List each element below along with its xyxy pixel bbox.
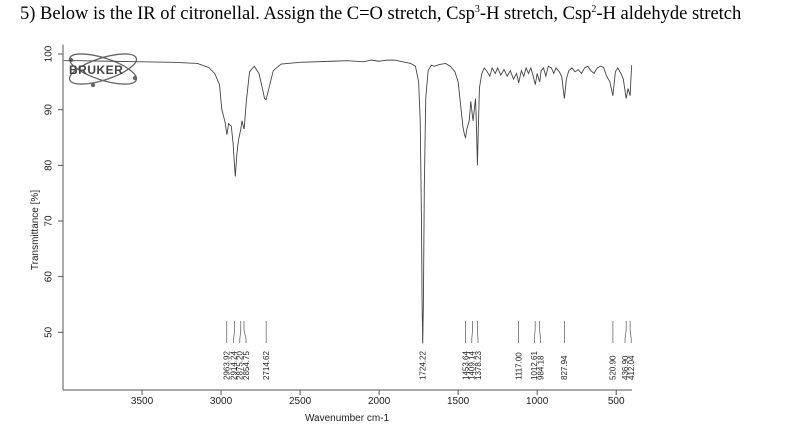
peak-label: 827.94 <box>560 355 569 380</box>
peak-label: 1117.00 <box>514 352 523 380</box>
peak-marker <box>243 321 247 343</box>
peak-marker <box>624 321 627 343</box>
peak-label: 2914.24 <box>229 351 238 380</box>
y-tick-label: 50 <box>44 326 55 338</box>
question-superscript-2: 2 <box>591 4 597 15</box>
peak-label: 2854.75 <box>242 351 251 380</box>
x-ticks: 3500 3000 2500 2000 1500 1000 500 <box>131 390 625 407</box>
peak-label: 2875.20 <box>236 351 245 380</box>
peak-marker <box>539 321 541 343</box>
question-text: 5) Below is the IR of citronellal. Assig… <box>20 4 741 25</box>
y-ticks: 50 60 70 80 90 100 <box>44 45 63 338</box>
x-tick-label: 2000 <box>368 396 391 407</box>
peak-label: 984.18 <box>536 355 545 380</box>
x-tick-label: 3000 <box>210 396 233 407</box>
y-tick-label: 70 <box>44 215 55 227</box>
peak-marker <box>471 321 473 343</box>
peak-label: 1453.64 <box>461 351 470 380</box>
question-middle: -H stretch, Csp <box>479 4 592 25</box>
peak-marker <box>533 321 536 343</box>
x-tick-label: 1500 <box>447 396 470 407</box>
axes <box>62 44 632 391</box>
peak-marker <box>239 321 242 343</box>
peak-label: 1409.14 <box>468 351 477 380</box>
x-tick-label: 2500 <box>289 396 312 407</box>
x-tick-label: 3500 <box>131 396 154 407</box>
y-axis-title: Transmittance [%] <box>30 190 41 270</box>
question-suffix: -H aldehyde stretch <box>596 4 742 25</box>
peak-label: 2963.92 <box>223 351 232 380</box>
y-tick-label: 100 <box>44 45 55 62</box>
bruker-logo-text: BRUKER <box>69 63 123 77</box>
peak-marker <box>233 321 235 343</box>
question-prefix: 5) Below is the IR of citronellal. Assig… <box>20 4 475 25</box>
peak-marker <box>629 321 632 343</box>
y-tick-label: 90 <box>44 104 55 116</box>
spectrum-line <box>63 59 633 344</box>
peak-marker <box>477 321 479 343</box>
peak-label: 1012.61 <box>530 351 539 380</box>
peak-label: 1378.23 <box>474 351 483 380</box>
question-superscript-1: 3 <box>474 4 480 15</box>
peak-label: 412.04 <box>627 355 636 380</box>
x-tick-label: 500 <box>608 396 625 407</box>
x-axis-title: Wavenumber cm-1 <box>305 413 390 424</box>
peak-label: 1724.22 <box>419 351 428 380</box>
y-tick-label: 60 <box>44 271 55 283</box>
peak-label: 2714.62 <box>262 351 271 380</box>
peak-label: 436.90 <box>621 355 630 380</box>
y-tick-label: 80 <box>44 159 55 171</box>
bruker-logo: BRUKER <box>68 53 138 88</box>
x-tick-label: 1000 <box>526 396 549 407</box>
peak-label: 520.90 <box>609 355 618 380</box>
